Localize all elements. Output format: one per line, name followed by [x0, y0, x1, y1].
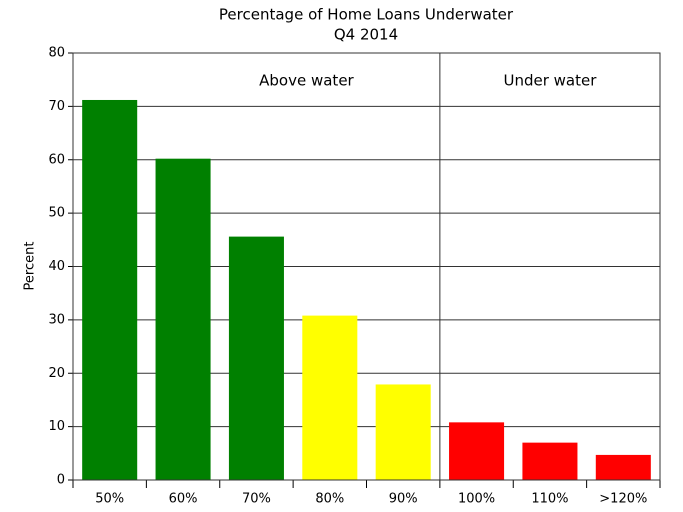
plot-frame	[72, 52, 661, 481]
y-tick-label: 20	[48, 366, 65, 381]
annotation: Above water	[259, 72, 354, 90]
chart-subtitle: Q4 2014	[334, 26, 398, 44]
x-tick-label: 110%	[531, 492, 568, 507]
y-tick-label: 60	[48, 152, 65, 167]
bar	[375, 384, 431, 480]
y-tick-label: 80	[48, 46, 65, 61]
y-tick-label: 70	[48, 99, 65, 114]
bar	[595, 454, 651, 480]
y-tick-label: 10	[48, 419, 65, 434]
bar	[82, 99, 138, 480]
x-tick-label: 60%	[169, 492, 198, 507]
y-axis-label: Percent	[23, 242, 38, 291]
y-tick-label: 50	[48, 206, 65, 221]
x-tick-label: 50%	[95, 492, 124, 507]
y-tick-label: 40	[48, 259, 65, 274]
x-tick-label: >120%	[599, 492, 647, 507]
chart-title: Percentage of Home Loans Underwater	[219, 6, 514, 24]
x-tick-label: 90%	[389, 492, 418, 507]
y-tick-label: 30	[48, 312, 65, 327]
x-tick-label: 80%	[315, 492, 344, 507]
x-tick-label: 70%	[242, 492, 271, 507]
bar	[228, 236, 284, 480]
bar	[522, 442, 578, 480]
x-tick-label: 100%	[458, 492, 495, 507]
y-tick-label: 0	[57, 473, 65, 488]
bar	[155, 158, 211, 480]
annotation: Under water	[503, 72, 597, 90]
bar	[302, 315, 358, 480]
bar	[449, 422, 505, 480]
